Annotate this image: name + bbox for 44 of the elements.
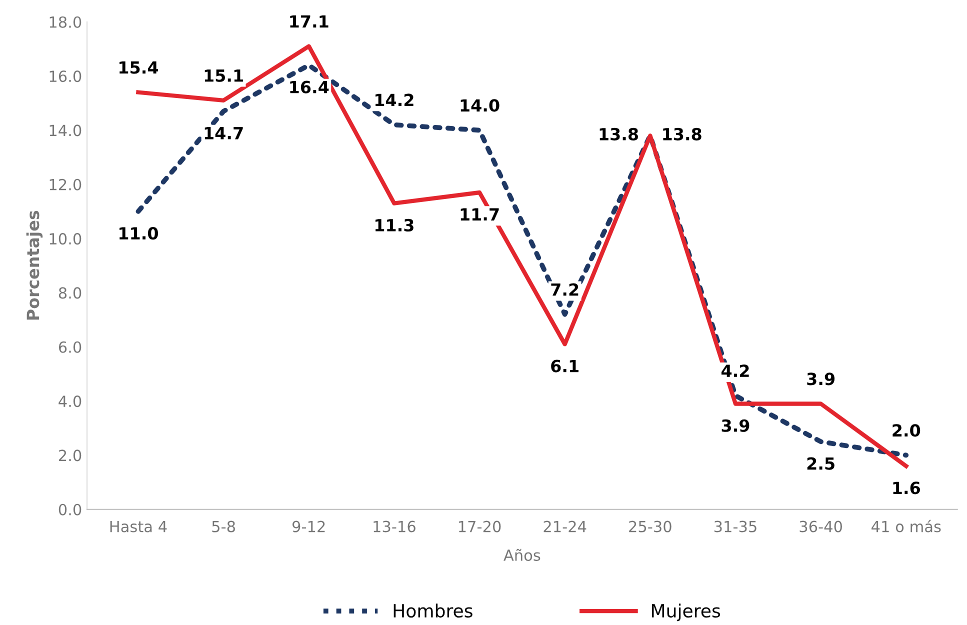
data-label: 1.6 xyxy=(893,482,920,494)
y-tick-label: 18.0 xyxy=(50,16,82,28)
x-tick-label: Hasta 4 xyxy=(110,520,167,532)
data-label: 13.8 xyxy=(663,128,702,140)
data-label: 4.2 xyxy=(721,364,749,377)
x-tick-label: 5-8 xyxy=(212,520,235,532)
y-tick-label: 0.0 xyxy=(58,504,82,516)
data-label: 16.4 xyxy=(290,80,329,94)
y-tick-label: 16.0 xyxy=(50,70,82,82)
legend-label: Mujeres xyxy=(652,604,720,622)
legend-label: Hombres xyxy=(394,604,472,618)
y-tick-label: 2.0 xyxy=(58,450,82,462)
data-label: 14.7 xyxy=(204,127,243,140)
x-tick-label: 41 o más xyxy=(872,520,941,532)
y-axis-title: Porcentajes xyxy=(26,210,43,320)
data-label: 14.2 xyxy=(376,94,414,106)
x-tick-label: 9-12 xyxy=(292,520,325,532)
data-label: 7.2 xyxy=(551,283,578,296)
x-tick-label: 17-20 xyxy=(459,520,501,532)
y-tick-label: 14.0 xyxy=(50,124,82,136)
x-tick-label: 13-16 xyxy=(374,520,416,532)
y-tick-label: 12.0 xyxy=(50,178,82,190)
data-label: 11.3 xyxy=(376,218,414,232)
y-tick-label: 6.0 xyxy=(58,341,82,353)
data-label: 13.8 xyxy=(600,128,638,140)
data-label: 14.0 xyxy=(460,99,500,112)
data-label: 11.0 xyxy=(120,227,158,240)
data-label: 2.5 xyxy=(807,457,834,470)
x-tick-label: 36-40 xyxy=(800,520,842,532)
y-tick-label: 10.0 xyxy=(50,233,82,245)
y-tick-label: 4.0 xyxy=(58,396,82,408)
x-tick-label: 31-35 xyxy=(714,520,756,532)
data-label: 17.1 xyxy=(290,15,328,28)
data-label: 11.7 xyxy=(460,208,499,220)
data-label: 15.4 xyxy=(120,61,158,74)
data-label: 6.1 xyxy=(551,360,578,372)
y-tick-label: 8.0 xyxy=(58,287,82,299)
data-label: 2.0 xyxy=(892,424,920,437)
data-label: 3.9 xyxy=(807,372,835,386)
data-label: 3.9 xyxy=(722,419,750,432)
x-axis-title: Años xyxy=(504,548,540,561)
x-tick-label: 25-30 xyxy=(629,520,672,532)
data-label: 15.1 xyxy=(204,70,243,82)
x-tick-label: 21-24 xyxy=(544,520,586,532)
